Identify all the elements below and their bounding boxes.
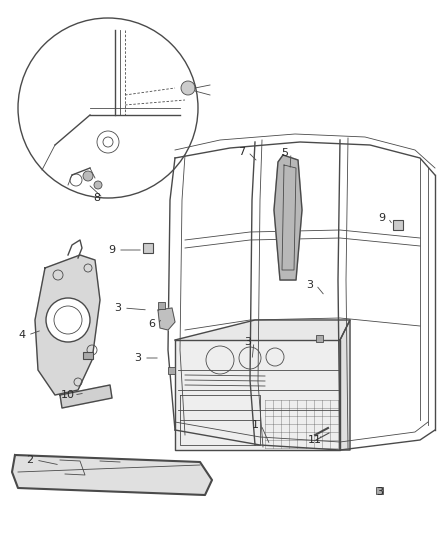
Polygon shape xyxy=(175,320,349,340)
FancyBboxPatch shape xyxy=(376,487,383,494)
Polygon shape xyxy=(273,155,301,280)
Polygon shape xyxy=(12,455,212,495)
Text: 3: 3 xyxy=(114,303,121,313)
Text: 5: 5 xyxy=(281,148,288,158)
Text: 1: 1 xyxy=(251,420,258,430)
FancyBboxPatch shape xyxy=(316,335,323,342)
Text: 4: 4 xyxy=(18,330,25,340)
Circle shape xyxy=(46,298,90,342)
FancyBboxPatch shape xyxy=(83,352,93,359)
Text: 10: 10 xyxy=(61,390,75,400)
FancyBboxPatch shape xyxy=(158,302,165,309)
Circle shape xyxy=(83,171,93,181)
Polygon shape xyxy=(35,255,100,395)
Polygon shape xyxy=(339,320,349,450)
Polygon shape xyxy=(158,308,175,330)
Circle shape xyxy=(180,81,194,95)
Text: 9: 9 xyxy=(108,245,115,255)
Text: 3: 3 xyxy=(134,353,141,363)
FancyBboxPatch shape xyxy=(143,243,153,253)
Text: 7: 7 xyxy=(238,147,245,157)
Circle shape xyxy=(94,181,102,189)
Polygon shape xyxy=(175,340,339,450)
FancyBboxPatch shape xyxy=(392,220,402,230)
Text: 6: 6 xyxy=(148,319,155,329)
Text: 3: 3 xyxy=(376,487,383,497)
Text: 8: 8 xyxy=(93,193,100,203)
FancyBboxPatch shape xyxy=(168,367,175,374)
Text: 3: 3 xyxy=(244,337,251,347)
Text: 3: 3 xyxy=(306,280,313,290)
Polygon shape xyxy=(60,385,112,408)
Text: 9: 9 xyxy=(378,213,385,223)
Text: 2: 2 xyxy=(26,455,33,465)
Text: 11: 11 xyxy=(307,435,321,445)
